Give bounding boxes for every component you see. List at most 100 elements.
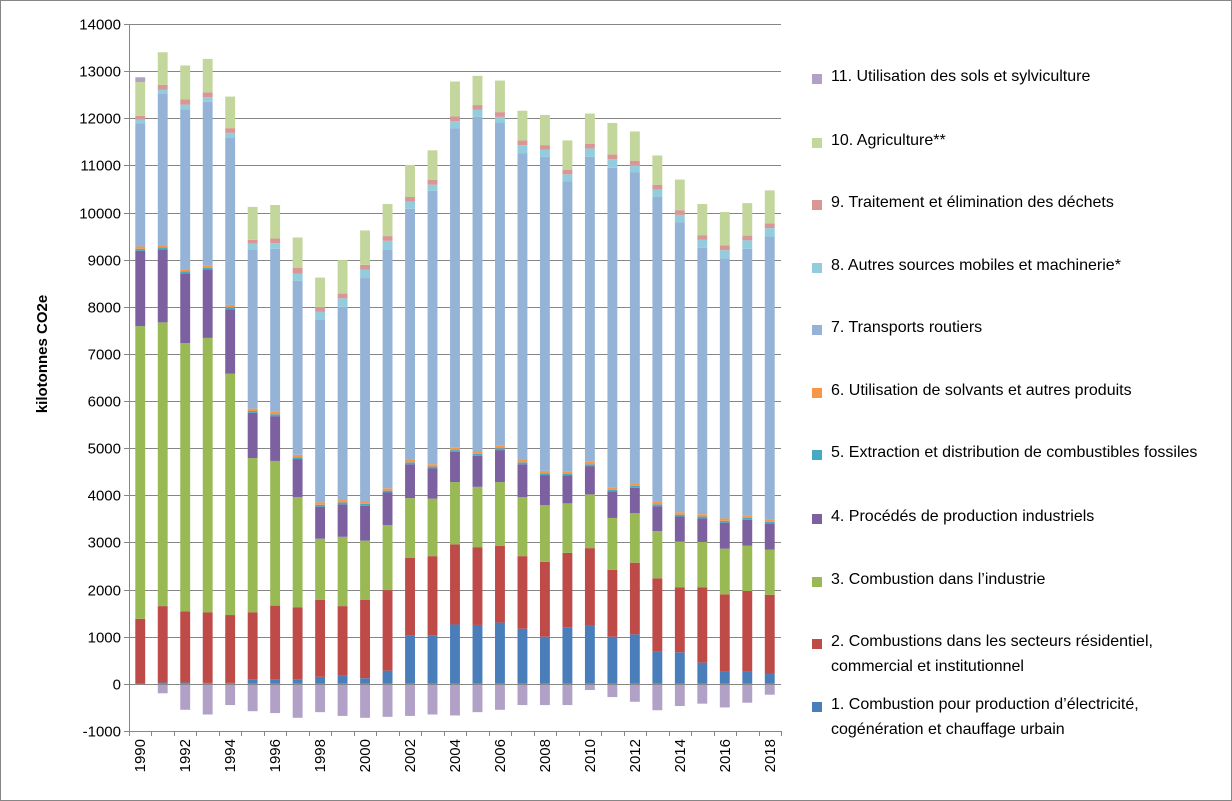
legend: 11. Utilisation des sols et sylviculture… [812, 0, 1222, 801]
bar-segment-2005-series-7 [472, 116, 483, 452]
legend-label: 11. Utilisation des sols et sylviculture [831, 68, 1091, 85]
bar-segment-1991-series-6 [157, 245, 168, 248]
bar-segment-2013-series-2 [652, 578, 663, 652]
bar-segment-2005-series-8 [472, 109, 483, 117]
bar-segment-2009-series-4 [562, 475, 573, 504]
bar-segment-2017-series-8 [742, 240, 753, 249]
bar-segment-1995-series-4 [247, 412, 258, 459]
bar-segment-2005-series-3 [472, 486, 483, 548]
x-tick-label: 1994 [222, 739, 239, 772]
bar-segment-2001-series-7 [382, 249, 393, 489]
bar-segment-2001-series-8 [382, 240, 393, 250]
bar-segment-2013-series-4 [652, 506, 663, 532]
bar-segment-2017-series-6 [742, 515, 753, 518]
bar-segment-1997-series-2 [292, 607, 303, 680]
bar-segment-2006-series-1 [495, 622, 505, 684]
bar-segment-2009-series-11 [562, 683, 573, 706]
bar-segment-2008-series-9 [539, 145, 550, 150]
bar-segment-2016-series-9 [719, 245, 730, 251]
bar-segment-2015-series-5 [697, 516, 708, 519]
bar-segment-1990-series-8 [135, 119, 146, 124]
bar-segment-2007-series-4 [517, 464, 528, 498]
bar-segment-2002-series-1 [405, 635, 415, 684]
legend-swatch [812, 450, 822, 460]
bar-segment-2012-series-4 [629, 487, 640, 514]
bar-segment-2009-series-8 [562, 174, 573, 182]
bar-segment-1998-series-4 [315, 506, 326, 539]
bar-segment-1995-series-8 [247, 243, 258, 250]
bar-segment-2005-series-10 [472, 75, 483, 106]
bar-segment-2002-series-2 [405, 558, 415, 636]
bar-segment-2018-series-7 [764, 236, 775, 520]
bar-segment-2005-series-1 [472, 624, 483, 684]
bar-segment-2008-series-8 [539, 149, 550, 157]
bar-segment-2001-series-1 [382, 670, 393, 684]
bar-segment-2000-series-11 [360, 683, 371, 718]
legend-label: 7. Transports routiers [831, 319, 983, 336]
bar-segment-2000-series-1 [360, 678, 371, 684]
bar-segment-1996-series-1 [270, 679, 281, 684]
bar-segment-2015-series-6 [697, 514, 708, 517]
bar-segment-2006-series-7 [495, 122, 505, 446]
bar-segment-1998-series-5 [315, 504, 326, 507]
bar-segment-1997-series-7 [292, 280, 303, 455]
bar-segment-2013-series-8 [652, 189, 663, 197]
legend-item-4: 4. Procédés de production industriels [812, 508, 1222, 529]
bar-segment-2002-series-3 [405, 498, 415, 559]
bar-segment-1993-series-11 [202, 683, 213, 715]
bar-segment-2009-series-10 [562, 140, 573, 170]
x-tick-label: 2010 [582, 739, 599, 772]
bar-segment-2014-series-6 [674, 512, 685, 515]
bar-segment-2015-series-10 [697, 204, 708, 236]
bar-segment-1997-series-9 [292, 267, 303, 274]
bar-segment-1994-series-7 [225, 137, 236, 305]
bar-segment-1994-series-4 [225, 309, 236, 374]
bar-segment-1995-series-6 [247, 408, 258, 411]
bar-segment-1992-series-1 [180, 682, 191, 684]
bar-segment-2007-series-11 [517, 683, 528, 706]
bar-segment-2011-series-11 [607, 683, 618, 698]
bar-segment-2013-series-3 [652, 531, 663, 579]
bar-segment-2015-series-4 [697, 518, 708, 542]
bar-segment-2007-series-7 [517, 153, 528, 460]
bar-segment-1997-series-3 [292, 497, 303, 608]
bar-segment-2004-series-6 [450, 447, 460, 451]
bar-segment-1993-series-9 [202, 92, 213, 98]
legend-label: 8. Autres sources mobiles et machinerie* [831, 257, 1121, 274]
bar-segment-1991-series-11 [157, 683, 168, 694]
bar-segment-2011-series-4 [607, 491, 618, 518]
bar-segment-2008-series-6 [539, 470, 550, 474]
bar-segment-2001-series-2 [382, 590, 393, 671]
bar-segment-1993-series-6 [202, 265, 213, 268]
legend-label: 5. Extraction et distribution de combust… [831, 444, 1198, 461]
bar-segment-2015-series-1 [697, 662, 708, 684]
bar-segment-1994-series-10 [225, 96, 236, 129]
bar-segment-2010-series-2 [584, 548, 595, 626]
bar-segment-2006-series-2 [495, 545, 505, 623]
bar-segment-2010-series-11 [584, 683, 595, 690]
bar-segment-2017-series-4 [742, 519, 753, 546]
bar-segment-1999-series-10 [337, 260, 348, 294]
bar-segment-2009-series-3 [562, 503, 573, 553]
bar-segment-2018-series-6 [764, 519, 775, 522]
legend-item-1: 1. Combustion pour production d’électric… [812, 696, 1222, 742]
bar-segment-2004-series-5 [450, 450, 460, 452]
bar-segment-2010-series-5 [584, 464, 595, 467]
bar-segment-2002-series-10 [405, 164, 415, 197]
bar-segment-2008-series-4 [539, 475, 550, 506]
bar-segment-2003-series-10 [427, 150, 438, 181]
bar-segment-2003-series-2 [427, 556, 438, 636]
bar-segment-1993-series-3 [202, 337, 213, 613]
bar-segment-1993-series-7 [202, 101, 213, 266]
bar-segment-1995-series-7 [247, 249, 258, 409]
bar-segment-1992-series-7 [180, 109, 191, 270]
bar-segment-2011-series-7 [607, 167, 618, 488]
legend-item-3: 3. Combustion dans l’industrie [812, 571, 1222, 592]
bar-segment-1992-series-6 [180, 269, 191, 272]
bar-segment-2005-series-11 [472, 683, 483, 713]
bar-segment-1999-series-6 [337, 500, 348, 503]
bar-segment-1998-series-2 [315, 599, 326, 677]
bar-segment-2003-series-8 [427, 184, 438, 191]
bar-segment-1990-series-6 [135, 246, 146, 249]
bar-segment-2009-series-9 [562, 169, 573, 175]
